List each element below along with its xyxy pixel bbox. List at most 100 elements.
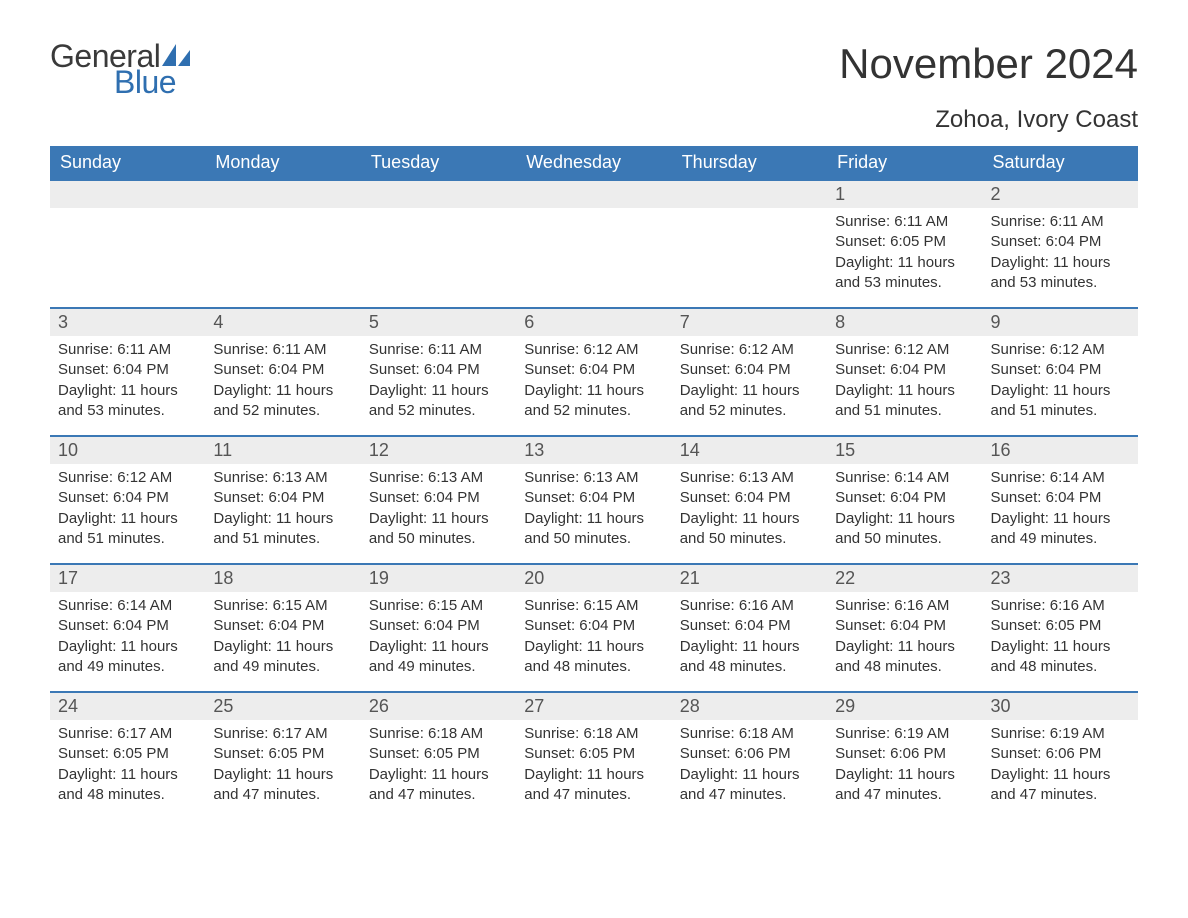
calendar-week-row: 17Sunrise: 6:14 AMSunset: 6:04 PMDayligh… (50, 563, 1138, 691)
weekday-header: Sunday (50, 146, 205, 179)
daylight-line: Daylight: 11 hours and 50 minutes. (680, 509, 819, 550)
day-details: Sunrise: 6:15 AMSunset: 6:04 PMDaylight:… (361, 592, 516, 687)
sunrise-line: Sunrise: 6:17 AM (213, 724, 352, 744)
calendar-day-cell: 21Sunrise: 6:16 AMSunset: 6:04 PMDayligh… (672, 563, 827, 691)
calendar-day-cell: 19Sunrise: 6:15 AMSunset: 6:04 PMDayligh… (361, 563, 516, 691)
sunrise-line: Sunrise: 6:13 AM (680, 468, 819, 488)
sunset-line: Sunset: 6:04 PM (58, 360, 197, 380)
sunset-line: Sunset: 6:04 PM (369, 360, 508, 380)
brand-blue: Blue (114, 66, 176, 98)
day-details: Sunrise: 6:17 AMSunset: 6:05 PMDaylight:… (50, 720, 205, 815)
calendar-day-cell: 25Sunrise: 6:17 AMSunset: 6:05 PMDayligh… (205, 691, 360, 819)
daylight-line: Daylight: 11 hours and 53 minutes. (58, 381, 197, 422)
day-number (672, 179, 827, 208)
day-details: Sunrise: 6:14 AMSunset: 6:04 PMDaylight:… (827, 464, 982, 559)
daylight-line: Daylight: 11 hours and 51 minutes. (58, 509, 197, 550)
day-number: 17 (50, 563, 205, 592)
calendar-day-cell: 2Sunrise: 6:11 AMSunset: 6:04 PMDaylight… (983, 179, 1138, 307)
day-number: 24 (50, 691, 205, 720)
sunset-line: Sunset: 6:04 PM (58, 616, 197, 636)
calendar-day-cell: 11Sunrise: 6:13 AMSunset: 6:04 PMDayligh… (205, 435, 360, 563)
daylight-line: Daylight: 11 hours and 47 minutes. (213, 765, 352, 806)
daylight-line: Daylight: 11 hours and 48 minutes. (835, 637, 974, 678)
day-number: 8 (827, 307, 982, 336)
day-number: 18 (205, 563, 360, 592)
calendar-day-cell: 12Sunrise: 6:13 AMSunset: 6:04 PMDayligh… (361, 435, 516, 563)
daylight-line: Daylight: 11 hours and 52 minutes. (213, 381, 352, 422)
daylight-line: Daylight: 11 hours and 51 minutes. (835, 381, 974, 422)
calendar-day-cell: 28Sunrise: 6:18 AMSunset: 6:06 PMDayligh… (672, 691, 827, 819)
daylight-line: Daylight: 11 hours and 47 minutes. (369, 765, 508, 806)
day-number: 27 (516, 691, 671, 720)
calendar-day-cell (361, 179, 516, 307)
calendar-table: Sunday Monday Tuesday Wednesday Thursday… (50, 146, 1138, 819)
sunrise-line: Sunrise: 6:16 AM (991, 596, 1130, 616)
sunrise-line: Sunrise: 6:18 AM (680, 724, 819, 744)
sunrise-line: Sunrise: 6:15 AM (213, 596, 352, 616)
sunset-line: Sunset: 6:06 PM (680, 744, 819, 764)
day-number: 16 (983, 435, 1138, 464)
sunset-line: Sunset: 6:04 PM (369, 488, 508, 508)
sunrise-line: Sunrise: 6:13 AM (369, 468, 508, 488)
calendar-day-cell: 15Sunrise: 6:14 AMSunset: 6:04 PMDayligh… (827, 435, 982, 563)
sunset-line: Sunset: 6:04 PM (680, 616, 819, 636)
sunset-line: Sunset: 6:04 PM (524, 616, 663, 636)
daylight-line: Daylight: 11 hours and 50 minutes. (369, 509, 508, 550)
daylight-line: Daylight: 11 hours and 49 minutes. (991, 509, 1130, 550)
sunrise-line: Sunrise: 6:13 AM (213, 468, 352, 488)
day-details: Sunrise: 6:14 AMSunset: 6:04 PMDaylight:… (50, 592, 205, 687)
sunrise-line: Sunrise: 6:11 AM (835, 212, 974, 232)
page-title: November 2024 (839, 40, 1138, 88)
day-number (361, 179, 516, 208)
sunset-line: Sunset: 6:04 PM (835, 360, 974, 380)
sunset-line: Sunset: 6:04 PM (213, 360, 352, 380)
day-details: Sunrise: 6:15 AMSunset: 6:04 PMDaylight:… (516, 592, 671, 687)
weekday-header: Tuesday (361, 146, 516, 179)
day-details: Sunrise: 6:17 AMSunset: 6:05 PMDaylight:… (205, 720, 360, 815)
daylight-line: Daylight: 11 hours and 48 minutes. (680, 637, 819, 678)
weekday-header: Thursday (672, 146, 827, 179)
calendar-day-cell: 10Sunrise: 6:12 AMSunset: 6:04 PMDayligh… (50, 435, 205, 563)
weekday-header: Friday (827, 146, 982, 179)
calendar-day-cell: 6Sunrise: 6:12 AMSunset: 6:04 PMDaylight… (516, 307, 671, 435)
sunset-line: Sunset: 6:06 PM (991, 744, 1130, 764)
sunrise-line: Sunrise: 6:12 AM (680, 340, 819, 360)
day-details: Sunrise: 6:18 AMSunset: 6:06 PMDaylight:… (672, 720, 827, 815)
day-details: Sunrise: 6:13 AMSunset: 6:04 PMDaylight:… (205, 464, 360, 559)
sunrise-line: Sunrise: 6:19 AM (835, 724, 974, 744)
calendar-week-row: 1Sunrise: 6:11 AMSunset: 6:05 PMDaylight… (50, 179, 1138, 307)
calendar-day-cell: 22Sunrise: 6:16 AMSunset: 6:04 PMDayligh… (827, 563, 982, 691)
daylight-line: Daylight: 11 hours and 52 minutes. (680, 381, 819, 422)
day-number: 4 (205, 307, 360, 336)
day-details: Sunrise: 6:13 AMSunset: 6:04 PMDaylight:… (516, 464, 671, 559)
day-number: 20 (516, 563, 671, 592)
day-number: 29 (827, 691, 982, 720)
day-number: 26 (361, 691, 516, 720)
day-number (50, 179, 205, 208)
weekday-header: Monday (205, 146, 360, 179)
day-details: Sunrise: 6:14 AMSunset: 6:04 PMDaylight:… (983, 464, 1138, 559)
calendar-day-cell: 24Sunrise: 6:17 AMSunset: 6:05 PMDayligh… (50, 691, 205, 819)
sunset-line: Sunset: 6:05 PM (524, 744, 663, 764)
day-details: Sunrise: 6:11 AMSunset: 6:04 PMDaylight:… (205, 336, 360, 431)
sunrise-line: Sunrise: 6:12 AM (835, 340, 974, 360)
sunrise-line: Sunrise: 6:12 AM (991, 340, 1130, 360)
weekday-header-row: Sunday Monday Tuesday Wednesday Thursday… (50, 146, 1138, 179)
day-number: 22 (827, 563, 982, 592)
day-number: 28 (672, 691, 827, 720)
sunrise-line: Sunrise: 6:11 AM (369, 340, 508, 360)
daylight-line: Daylight: 11 hours and 48 minutes. (991, 637, 1130, 678)
sunset-line: Sunset: 6:05 PM (369, 744, 508, 764)
daylight-line: Daylight: 11 hours and 49 minutes. (369, 637, 508, 678)
day-number: 14 (672, 435, 827, 464)
sunrise-line: Sunrise: 6:13 AM (524, 468, 663, 488)
day-details: Sunrise: 6:12 AMSunset: 6:04 PMDaylight:… (516, 336, 671, 431)
day-details: Sunrise: 6:11 AMSunset: 6:04 PMDaylight:… (983, 208, 1138, 303)
daylight-line: Daylight: 11 hours and 48 minutes. (58, 765, 197, 806)
sunrise-line: Sunrise: 6:18 AM (369, 724, 508, 744)
day-number (205, 179, 360, 208)
day-details: Sunrise: 6:11 AMSunset: 6:05 PMDaylight:… (827, 208, 982, 303)
daylight-line: Daylight: 11 hours and 49 minutes. (58, 637, 197, 678)
sunset-line: Sunset: 6:05 PM (991, 616, 1130, 636)
sunset-line: Sunset: 6:04 PM (835, 488, 974, 508)
